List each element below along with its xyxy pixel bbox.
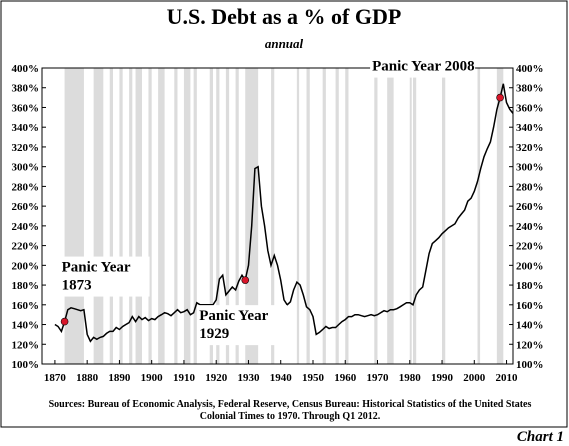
annotation: 1873 [62, 278, 92, 294]
recession-band [135, 68, 143, 364]
recession-band [174, 68, 178, 364]
recession-band [235, 68, 239, 364]
panic-marker [496, 93, 504, 102]
y2-tick-label: 100% [516, 359, 544, 371]
x-tick-label: 1870 [44, 372, 67, 384]
y2-tick-label: 180% [516, 280, 544, 292]
annotation-box [59, 256, 150, 297]
y-tick-label: 320% [12, 142, 40, 154]
y2-tick-label: 220% [516, 241, 544, 253]
recession-band [409, 68, 412, 364]
recession-band [345, 68, 349, 364]
y2-tick-label: 140% [516, 320, 544, 332]
y-tick-label: 400% [12, 63, 40, 75]
x-tick-label: 1930 [237, 372, 260, 384]
x-tick-label: 1900 [141, 372, 164, 384]
footer: Chart 1 [517, 429, 564, 445]
x-tick-label: 1940 [270, 372, 293, 384]
x-tick-label: 1950 [302, 372, 325, 384]
recession-band [129, 68, 133, 364]
recession-band [335, 68, 339, 364]
x-tick-label: 1990 [431, 372, 454, 384]
y-tick-label: 120% [12, 339, 40, 351]
frame [0, 0, 568, 428]
y2-tick-label: 300% [516, 162, 544, 174]
recession-band [119, 68, 123, 364]
recession-band [271, 68, 275, 364]
y-tick-label: 180% [12, 280, 40, 292]
plot-frame [41, 67, 514, 365]
y-tick-label: 200% [12, 260, 40, 272]
subtitle: annual [265, 36, 304, 51]
y2-tick-label: 260% [516, 201, 544, 213]
x-tick-label: 1890 [108, 372, 131, 384]
recession-band [109, 68, 113, 364]
y-tick-label: 380% [12, 83, 40, 95]
recession-band [322, 68, 326, 364]
x-tick-label: 1970 [367, 372, 390, 384]
x-tick-label: 2010 [496, 372, 519, 384]
x-tick-label: 1910 [173, 372, 196, 384]
y-tick-label: 360% [12, 102, 40, 114]
panic-marker [241, 276, 250, 284]
recession-band [209, 68, 213, 364]
recession-band [477, 68, 481, 364]
y-tick-label: 240% [12, 221, 40, 233]
chart-title: U.S. Debt as a % of GDP [167, 4, 402, 29]
y2-tick-label: 360% [516, 102, 544, 114]
annotation-box [197, 305, 288, 346]
y-tick-label: 280% [12, 181, 40, 193]
y2-tick-label: 120% [516, 339, 544, 351]
y2-tick-label: 380% [516, 83, 544, 95]
recession-band [158, 68, 165, 364]
recession-band [225, 68, 230, 364]
y2-tick-label: 160% [516, 300, 544, 312]
y-tick-label: 100% [12, 359, 40, 371]
recession-band [412, 68, 417, 364]
annotation: 1929 [199, 326, 229, 342]
annotation: Panic Year [199, 308, 268, 324]
y-tick-label: 160% [12, 300, 40, 312]
recession-band [93, 68, 104, 364]
recession-band [296, 68, 300, 364]
y2-tick-label: 400% [516, 63, 544, 75]
x-tick-label: 1920 [205, 372, 228, 384]
x-tick-label: 1880 [76, 372, 99, 384]
y-tick-label: 300% [12, 162, 40, 174]
recession-band [193, 68, 197, 364]
recession-band [496, 68, 504, 364]
y-tick-label: 220% [12, 241, 40, 253]
y2-tick-label: 240% [516, 221, 544, 233]
recession-band [374, 68, 378, 364]
y2-tick-label: 320% [516, 142, 544, 154]
recession-band [148, 68, 152, 364]
panic-marker [60, 317, 69, 326]
recession-band [442, 68, 446, 364]
x-tick-label: 2000 [463, 372, 486, 384]
x-tick-label: 1960 [334, 372, 357, 384]
debt-line [54, 83, 514, 343]
y-tick-label: 340% [12, 122, 40, 134]
y2-tick-label: 200% [516, 260, 544, 272]
recession-band [306, 68, 310, 364]
x-tick-label: 1980 [399, 372, 422, 384]
annotation-box [370, 55, 476, 78]
y2-tick-label: 340% [516, 122, 544, 134]
y-tick-label: 140% [12, 320, 40, 332]
annotation: Panic Year 2008 [372, 59, 475, 75]
recession-band [216, 68, 220, 364]
y-tick-label: 260% [12, 201, 40, 213]
y2-tick-label: 280% [516, 181, 544, 193]
recession-band [183, 68, 191, 364]
source: Colonial Times to 1970. Through Q1 2012. [200, 411, 381, 422]
source: Sources: Bureau of Economic Analysis, Fe… [49, 399, 532, 410]
annotation: Panic Year [62, 260, 131, 276]
recession-band [387, 68, 394, 364]
